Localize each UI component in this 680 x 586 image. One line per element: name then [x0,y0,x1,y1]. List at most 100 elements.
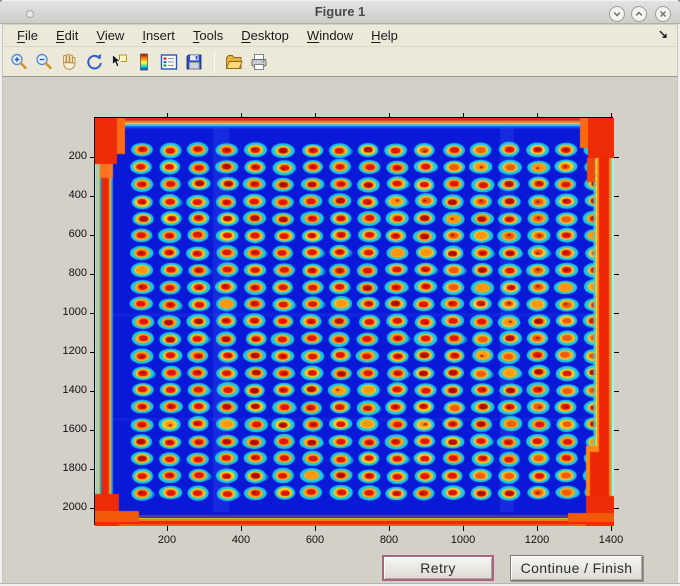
x-tick-top [536,113,538,118]
x-tick-label: 600 [305,534,325,546]
x-tick-label: 800 [379,534,399,546]
y-tick-label: 1800 [62,462,87,474]
menu-item-file[interactable]: File [17,28,38,43]
print-icon [251,53,266,70]
x-tick-label: 1200 [524,534,550,546]
x-tick [166,526,168,531]
plot-image[interactable] [95,118,614,526]
x-tick-top [610,113,612,118]
menu-item-help[interactable]: Help [371,28,398,43]
retry-button[interactable]: Retry [382,555,494,581]
y-tick [90,390,95,392]
chevron-up-icon [635,11,643,17]
y-tick-right [614,156,619,158]
menu-item-insert[interactable]: Insert [142,28,175,43]
close-button[interactable] [655,6,671,22]
close-icon [659,10,667,18]
y-tick-label: 1400 [62,384,87,396]
menu-item-tools[interactable]: Tools [192,28,224,43]
open-folder-button[interactable] [221,49,246,74]
legend-button[interactable] [156,49,181,74]
window-menu-icon[interactable] [26,10,34,18]
y-tick-right [614,507,619,509]
y-tick-right [614,351,619,353]
y-tick-right [614,390,619,392]
y-tick-label: 1600 [62,423,87,435]
dock-figure-icon[interactable]: ↘ [657,27,668,41]
save-button[interactable] [181,49,206,74]
x-tick [536,526,538,531]
toolbar-separator [214,50,215,73]
window-border-right [677,24,680,586]
window-title: Figure 1 [314,4,366,19]
y-tick-label: 200 [68,150,87,162]
y-tick [90,429,95,431]
pan-button[interactable] [56,49,81,74]
y-tick-label: 1000 [62,306,87,318]
colorbar-button[interactable] [131,49,156,74]
window-border-bottom [0,583,680,586]
legend-icon [160,53,177,70]
x-tick-top [462,113,464,118]
x-tick [314,526,316,531]
zoom-out-icon [35,53,52,69]
zoom-out-button[interactable] [31,49,56,74]
figure-toolbar [0,46,680,77]
y-tick-right [614,195,619,197]
x-tick [610,526,612,531]
maximize-button[interactable] [631,6,647,22]
x-tick-label: 400 [231,534,251,546]
y-tick-right [614,273,619,275]
y-tick-label: 2000 [62,501,87,513]
open-folder-icon [225,54,243,69]
y-tick [90,507,95,509]
y-tick-label: 600 [68,228,87,240]
y-tick-right [614,468,619,470]
x-tick-top [166,113,168,118]
y-tick-right [614,234,619,236]
y-tick [90,273,95,275]
y-tick-right [614,429,619,431]
zoom-in-button[interactable] [6,49,31,74]
axes: 200 400 600 800 1000 1200 1400 200 400 600 800 1000… [63,113,623,546]
print-button[interactable] [246,49,271,74]
x-tick [462,526,464,531]
menu-item-view[interactable]: View [96,28,125,43]
y-tick-label: 400 [68,189,87,201]
x-tick-top [388,113,390,118]
y-tick [90,156,95,158]
menu-bar: File Edit View Insert Tools Desktop Window Help… [0,25,680,46]
menu-item-edit[interactable]: Edit [55,28,79,43]
y-tick-label: 1200 [62,345,87,357]
y-tick [90,234,95,236]
y-tick [90,195,95,197]
shade-button[interactable] [609,6,625,22]
titlebar[interactable]: Figure 1 [0,0,680,24]
x-tick-label: 1400 [598,534,624,546]
data-cursor-icon [111,53,127,67]
rotate-3d-icon [86,53,102,69]
window-border-left [0,24,3,586]
continue-finish-button[interactable]: Continue / Finish [510,555,643,581]
x-tick [240,526,242,531]
chevron-down-icon [613,11,621,17]
menu-item-window[interactable]: Window [306,28,354,43]
y-tick [90,351,95,353]
x-tick-top [240,113,242,118]
save-icon [186,54,201,69]
y-tick-label: 800 [68,267,87,279]
x-tick-label: 1000 [450,534,476,546]
colorbar-icon [139,53,148,70]
y-tick-right [614,312,619,314]
x-tick-top [314,113,316,118]
menu-item-desktop[interactable]: Desktop [241,28,289,43]
zoom-in-icon [10,53,27,69]
y-tick [90,312,95,314]
x-tick [388,526,390,531]
rotate-3d-button[interactable] [81,49,106,74]
figure-canvas-area: 200 400 600 800 1000 1200 1400 200 400 600 800 1000… [0,78,680,583]
x-tick-label: 200 [157,534,177,546]
y-tick [90,468,95,470]
data-cursor-button[interactable] [106,49,131,74]
